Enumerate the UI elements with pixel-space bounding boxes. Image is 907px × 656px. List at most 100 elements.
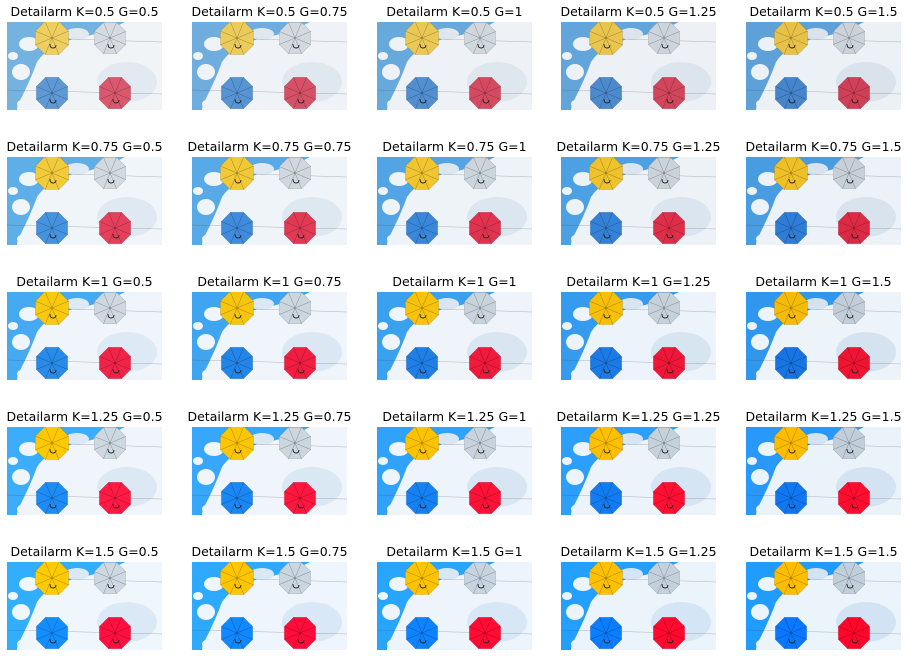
grey-umbrella-icon	[463, 292, 497, 325]
red-umbrella-icon	[468, 481, 502, 515]
blue-umbrella-icon	[589, 481, 623, 515]
umbrella-photo	[7, 427, 162, 515]
figure-panel: Detailarm K=1.25 G=0.75	[187, 409, 352, 515]
figure-panel: Detailarm K=0.5 G=1.5	[746, 4, 901, 110]
blue-umbrella-icon	[589, 76, 623, 110]
figure-panel: Detailarm K=1.25 G=1	[377, 409, 532, 515]
yellow-umbrella-icon	[35, 427, 69, 460]
figure-panel: Detailarm K=1 G=0.75	[192, 274, 347, 380]
grey-umbrella-icon	[647, 292, 681, 325]
blue-umbrella-icon	[35, 76, 69, 110]
panel-title: Detailarm K=0.75 G=1	[382, 139, 527, 154]
grey-umbrella-icon	[93, 157, 127, 190]
grey-umbrella-icon	[832, 292, 866, 325]
umbrella-photo	[7, 157, 162, 245]
figure-panel: Detailarm K=1 G=1	[377, 274, 532, 380]
yellow-umbrella-icon	[774, 22, 808, 55]
grey-umbrella-icon	[278, 157, 312, 190]
blue-umbrella-icon	[35, 616, 69, 650]
figure-panel: Detailarm K=0.5 G=0.75	[191, 4, 348, 110]
figure-panel: Detailarm K=0.75 G=1.25	[556, 139, 721, 245]
figure-panel: Detailarm K=1.5 G=1.5	[746, 544, 901, 650]
blue-umbrella-icon	[35, 481, 69, 515]
yellow-umbrella-icon	[220, 427, 254, 460]
figure-panel: Detailarm K=1.25 G=1.5	[745, 409, 902, 515]
panel-title: Detailarm K=1 G=1.25	[566, 274, 711, 289]
grey-umbrella-icon	[463, 157, 497, 190]
panel-title: Detailarm K=0.75 G=1.5	[745, 139, 902, 154]
umbrella-photo	[561, 427, 716, 515]
umbrella-photo	[561, 157, 716, 245]
blue-umbrella-icon	[405, 616, 439, 650]
red-umbrella-icon	[837, 346, 871, 380]
umbrella-photo	[192, 562, 347, 650]
red-umbrella-icon	[283, 481, 317, 515]
umbrella-photo	[746, 22, 901, 110]
grey-umbrella-icon	[832, 427, 866, 460]
blue-umbrella-icon	[405, 211, 439, 245]
umbrella-photo	[561, 22, 716, 110]
red-umbrella-icon	[283, 211, 317, 245]
umbrella-photo	[192, 22, 347, 110]
figure-panel: Detailarm K=1.5 G=0.75	[191, 544, 348, 650]
blue-umbrella-icon	[774, 76, 808, 110]
panel-title: Detailarm K=0.75 G=1.25	[556, 139, 721, 154]
red-umbrella-icon	[283, 76, 317, 110]
grey-umbrella-icon	[93, 562, 127, 595]
umbrella-photo	[377, 157, 532, 245]
yellow-umbrella-icon	[589, 292, 623, 325]
panel-title: Detailarm K=1.5 G=1.5	[749, 544, 898, 559]
red-umbrella-icon	[283, 346, 317, 380]
panel-title: Detailarm K=0.5 G=0.5	[10, 4, 159, 19]
panel-title: Detailarm K=0.75 G=0.75	[187, 139, 352, 154]
panel-title: Detailarm K=1.25 G=1.5	[745, 409, 902, 424]
grey-umbrella-icon	[647, 157, 681, 190]
yellow-umbrella-icon	[589, 157, 623, 190]
yellow-umbrella-icon	[35, 22, 69, 55]
umbrella-photo	[7, 22, 162, 110]
umbrella-photo	[561, 562, 716, 650]
red-umbrella-icon	[98, 211, 132, 245]
yellow-umbrella-icon	[220, 22, 254, 55]
yellow-umbrella-icon	[220, 157, 254, 190]
blue-umbrella-icon	[774, 481, 808, 515]
yellow-umbrella-icon	[405, 157, 439, 190]
figure-panel: Detailarm K=1 G=1.5	[746, 274, 901, 380]
blue-umbrella-icon	[220, 346, 254, 380]
grey-umbrella-icon	[463, 562, 497, 595]
red-umbrella-icon	[468, 346, 502, 380]
umbrella-photo	[377, 292, 532, 380]
yellow-umbrella-icon	[35, 292, 69, 325]
figure-panel: Detailarm K=0.75 G=1	[377, 139, 532, 245]
umbrella-photo	[377, 22, 532, 110]
panel-title: Detailarm K=0.75 G=0.5	[6, 139, 163, 154]
umbrella-photo	[377, 427, 532, 515]
grey-umbrella-icon	[278, 562, 312, 595]
grey-umbrella-icon	[832, 562, 866, 595]
grey-umbrella-icon	[93, 292, 127, 325]
yellow-umbrella-icon	[405, 292, 439, 325]
panel-title: Detailarm K=1.5 G=1.25	[560, 544, 717, 559]
umbrella-photo	[192, 427, 347, 515]
red-umbrella-icon	[837, 616, 871, 650]
red-umbrella-icon	[652, 481, 686, 515]
yellow-umbrella-icon	[35, 157, 69, 190]
blue-umbrella-icon	[589, 211, 623, 245]
yellow-umbrella-icon	[774, 427, 808, 460]
blue-umbrella-icon	[405, 481, 439, 515]
blue-umbrella-icon	[589, 346, 623, 380]
yellow-umbrella-icon	[35, 562, 69, 595]
figure-panel: Detailarm K=0.75 G=0.75	[187, 139, 352, 245]
grey-umbrella-icon	[463, 22, 497, 55]
panel-title: Detailarm K=1 G=1	[392, 274, 517, 289]
red-umbrella-icon	[98, 76, 132, 110]
red-umbrella-icon	[468, 211, 502, 245]
umbrella-photo	[746, 562, 901, 650]
panel-title: Detailarm K=0.5 G=1.25	[560, 4, 717, 19]
umbrella-photo	[7, 562, 162, 650]
grey-umbrella-icon	[93, 22, 127, 55]
blue-umbrella-icon	[405, 76, 439, 110]
figure-panel: Detailarm K=1 G=0.5	[7, 274, 162, 380]
grey-umbrella-icon	[832, 22, 866, 55]
